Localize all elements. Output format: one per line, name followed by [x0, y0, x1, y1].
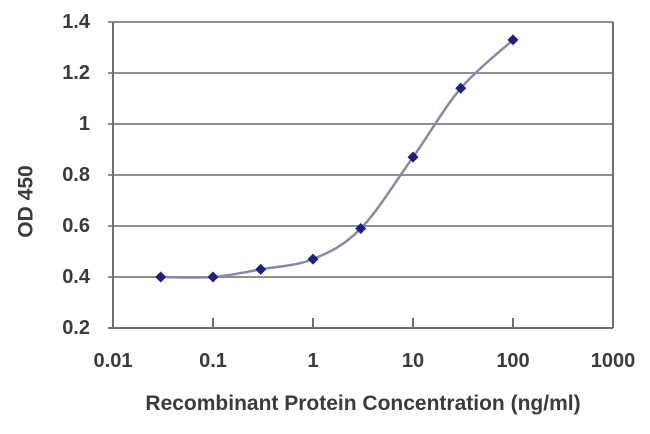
x-tick-label: 10	[401, 350, 425, 372]
data-point	[307, 253, 319, 265]
x-tick-label: 0.1	[199, 350, 227, 372]
data-point-markers	[155, 34, 519, 283]
data-point	[355, 223, 367, 235]
x-tick-label: 0.01	[93, 350, 133, 372]
data-point	[407, 151, 419, 163]
y-tick-label: 0.2	[62, 317, 90, 339]
x-axis-tick-marks	[112, 318, 614, 328]
data-point	[455, 82, 467, 94]
y-tick-label: 0.8	[62, 164, 90, 186]
gridlines	[108, 21, 613, 329]
y-tick-label: 1	[78, 113, 90, 135]
y-axis-title: OD 450	[14, 165, 38, 238]
x-tick-label: 1	[307, 350, 319, 372]
axis-lines	[108, 22, 614, 329]
data-line	[160, 38, 514, 279]
data-point	[507, 34, 519, 46]
x-tick-label: 1000	[590, 350, 636, 372]
y-tick-label: 0.4	[62, 266, 90, 288]
x-axis-title: Recombinant Protein Concentration (ng/ml…	[145, 392, 581, 415]
data-point	[207, 271, 219, 283]
y-tick-label: 1.2	[62, 62, 90, 84]
y-tick-label: 1.4	[62, 11, 90, 33]
data-point	[155, 271, 167, 283]
x-tick-label: 100	[496, 350, 530, 372]
y-tick-label: 0.6	[62, 215, 90, 237]
data-point	[255, 263, 267, 275]
